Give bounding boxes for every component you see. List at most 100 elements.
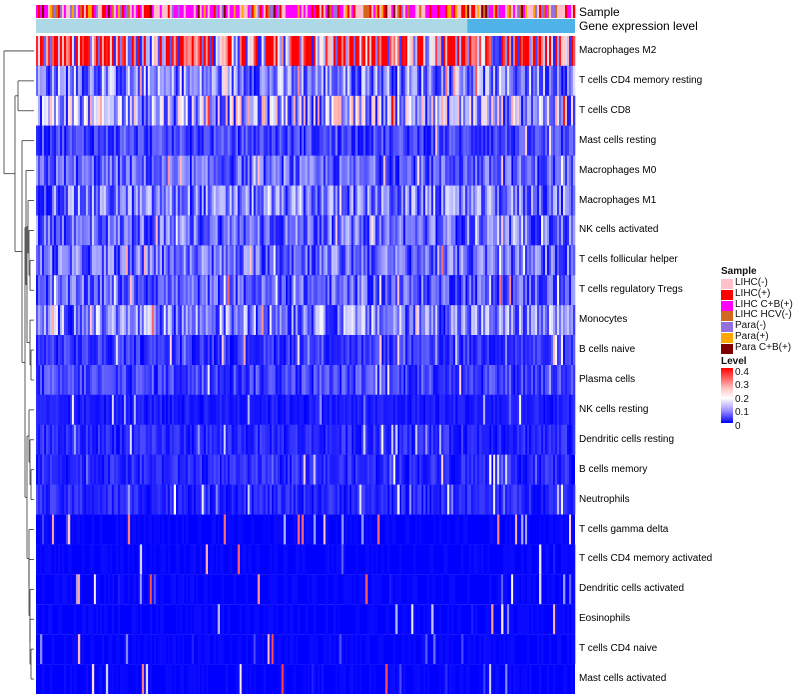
heatmap-cell <box>523 394 526 425</box>
sample-annotation-cell <box>111 5 115 18</box>
heatmap-cell <box>171 155 175 186</box>
sample-annotation-cell <box>363 5 366 18</box>
heatmap-cell <box>359 365 362 395</box>
heatmap-cell <box>277 514 280 545</box>
heatmap-cell <box>507 95 510 126</box>
heatmap-cell <box>335 95 338 126</box>
heatmap-cell <box>233 65 236 96</box>
heatmap-cell <box>549 275 552 306</box>
heatmap-cell <box>43 275 47 306</box>
heatmap-cell <box>45 215 49 246</box>
heatmap-cell <box>299 245 302 276</box>
heatmap-cell <box>213 484 216 515</box>
heatmap-cell <box>313 604 316 635</box>
heatmap-cell <box>163 245 167 276</box>
heatmap-cell <box>411 365 414 395</box>
heatmap-cell <box>355 185 358 216</box>
heatmap-cell <box>497 424 500 455</box>
heatmap-cell <box>87 275 91 306</box>
heatmap-cell <box>301 305 304 336</box>
sample-annotation-cell <box>113 5 117 18</box>
heatmap-cell <box>51 95 55 126</box>
heatmap-cell <box>559 155 562 186</box>
heatmap-cell <box>347 275 350 306</box>
heatmap-cell <box>363 574 366 605</box>
heatmap-cell <box>361 484 364 515</box>
heatmap-cell <box>343 365 346 395</box>
heatmap-cell <box>119 215 123 246</box>
heatmap-cell <box>81 454 85 485</box>
heatmap-cell <box>281 365 284 395</box>
heatmap-cell <box>373 305 376 336</box>
heatmap-cell <box>285 544 288 575</box>
heatmap-cell <box>49 275 53 306</box>
heatmap-cell <box>273 185 276 216</box>
heatmap-cell <box>389 484 392 515</box>
heatmap-cell <box>491 275 494 306</box>
heatmap-cell <box>85 95 89 126</box>
heatmap-cell <box>357 95 360 126</box>
heatmap-cell <box>187 365 191 395</box>
heatmap-cell <box>431 394 434 425</box>
heatmap-cell <box>365 275 368 306</box>
heatmap-cell <box>535 484 538 515</box>
heatmap-cell <box>131 424 135 455</box>
heatmap-cell <box>191 95 195 126</box>
heatmap-cell <box>109 155 113 186</box>
heatmap-cell <box>121 245 125 276</box>
heatmap-cell <box>401 335 404 365</box>
heatmap-cell <box>57 394 61 425</box>
heatmap-cell <box>565 36 568 66</box>
heatmap-cell <box>321 275 324 306</box>
heatmap-cell <box>407 65 410 96</box>
sample-annotation-cell <box>339 5 342 18</box>
heatmap-cell <box>367 95 370 126</box>
heatmap-cell <box>557 65 560 96</box>
heatmap-cell <box>371 574 374 605</box>
heatmap-cell <box>517 65 520 96</box>
heatmap-cell <box>93 424 97 455</box>
heatmap-cell <box>341 305 344 336</box>
heatmap-cell <box>445 305 448 336</box>
sample-annotation-cell <box>385 5 388 18</box>
heatmap-cell <box>53 514 57 545</box>
heatmap-cell <box>425 335 428 365</box>
heatmap-cell <box>65 155 69 186</box>
heatmap-cell <box>393 245 396 276</box>
heatmap-cell <box>377 155 380 186</box>
heatmap-cell <box>83 424 87 455</box>
heatmap-cell <box>43 454 47 485</box>
heatmap-cell <box>137 305 141 336</box>
heatmap-cell <box>453 95 456 126</box>
heatmap-cell <box>177 394 181 425</box>
heatmap-cell <box>171 275 175 306</box>
heatmap-row <box>36 335 576 365</box>
heatmap-cell <box>381 185 384 216</box>
heatmap-cell <box>97 155 101 186</box>
heatmap-cell <box>297 36 300 66</box>
heatmap-cell <box>127 484 131 515</box>
heatmap-cell <box>39 245 43 276</box>
heatmap-cell <box>213 305 216 336</box>
heatmap-cell <box>385 394 388 425</box>
heatmap-cell <box>489 335 492 365</box>
heatmap-cell <box>559 484 562 515</box>
heatmap-cell <box>139 245 143 276</box>
heatmap-cell <box>379 484 382 515</box>
heatmap-cell <box>509 95 512 126</box>
heatmap-cell <box>313 574 316 605</box>
heatmap-cell <box>361 36 364 66</box>
heatmap-cell <box>123 484 127 515</box>
sample-annotation-cell <box>495 5 498 18</box>
heatmap-cell <box>115 95 119 126</box>
heatmap-cell <box>501 215 504 246</box>
heatmap-cell <box>171 394 175 425</box>
heatmap-cell <box>263 365 266 395</box>
sample-annotation-cell <box>421 5 424 18</box>
heatmap-cell <box>561 36 564 66</box>
heatmap-cell <box>493 484 496 515</box>
heatmap-cell <box>409 484 412 515</box>
heatmap-cell <box>405 65 408 96</box>
heatmap-cell <box>193 95 197 126</box>
heatmap-cell <box>315 215 318 246</box>
